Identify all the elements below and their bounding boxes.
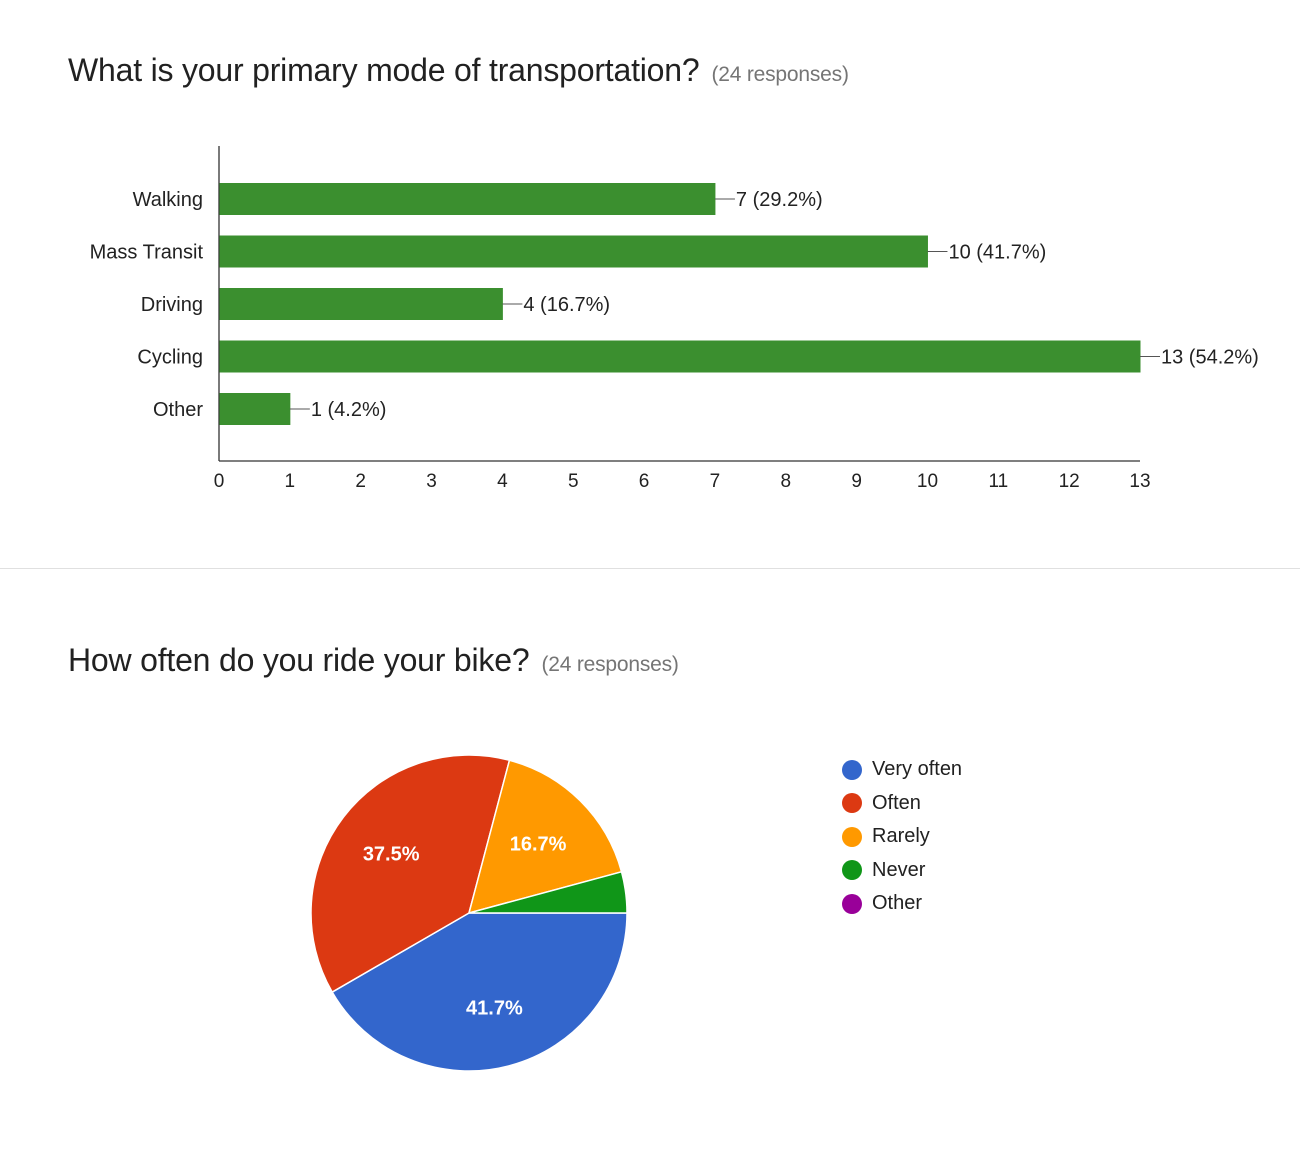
- x-tick-label: 8: [780, 471, 791, 492]
- category-label: Cycling: [137, 347, 203, 369]
- x-tick-label: 6: [639, 471, 650, 492]
- pie-slice-never[interactable]: [468, 870, 628, 914]
- legend-item-never[interactable]: Never: [842, 854, 962, 888]
- x-tick-label: 11: [988, 471, 1008, 492]
- bar-cycling[interactable]: [219, 340, 1141, 373]
- question-card-bike-frequency: How often do you ride your bike? (24 resp…: [0, 569, 1300, 1150]
- pie-chart: 41.7% 37.5% 16.7%: [310, 754, 628, 1072]
- bar-chart: Walking 7 (29.2%) Mass Transit 10 (41.7%) Dr…: [90, 146, 1259, 492]
- legend-label: Very often: [872, 758, 963, 781]
- x-tick-label: 0: [214, 471, 225, 492]
- data-label: 4 (16.7%): [523, 294, 610, 316]
- x-tick-label: 5: [568, 471, 579, 492]
- legend-label: Other: [872, 892, 923, 915]
- x-tick-label: 7: [710, 471, 721, 492]
- question-text: How often do you ride your bike?: [68, 642, 530, 678]
- bar-mass-transit[interactable]: [219, 235, 928, 268]
- bar-other[interactable]: [219, 393, 291, 425]
- category-label: Other: [153, 399, 203, 421]
- category-label: Driving: [141, 294, 203, 316]
- x-tick-label: 1: [285, 471, 296, 492]
- legend-label: Rarely: [872, 825, 930, 848]
- category-label: Mass Transit: [90, 242, 204, 264]
- category-label: Walking: [133, 189, 203, 211]
- bar-driving[interactable]: [219, 288, 503, 320]
- x-tick-label: 4: [497, 471, 508, 492]
- data-label: 7 (29.2%): [736, 189, 823, 211]
- response-count: (24 responses): [711, 63, 849, 86]
- legend-label: Often: [872, 791, 921, 814]
- x-tick-label: 9: [851, 471, 862, 492]
- x-tick-label: 3: [426, 471, 437, 492]
- legend-swatch: [842, 826, 862, 847]
- data-label: 10 (41.7%): [948, 242, 1046, 264]
- legend-label: Never: [872, 858, 926, 881]
- section-divider: [0, 568, 1300, 569]
- slice-label: 16.7%: [510, 834, 567, 856]
- pie-slice-rarely[interactable]: [467, 759, 623, 915]
- question-card-transportation: What is your primary mode of transportat…: [0, 0, 1300, 568]
- x-tick-label: 12: [1059, 471, 1080, 492]
- question-title-bike-frequency: How often do you ride your bike? (24 resp…: [68, 642, 679, 679]
- legend-item-rarely[interactable]: Rarely: [842, 820, 962, 854]
- slice-label: 41.7%: [466, 998, 523, 1020]
- question-title-transportation: What is your primary mode of transportat…: [68, 52, 849, 89]
- legend-item-often[interactable]: Often: [842, 787, 962, 821]
- x-tick-label: 13: [1129, 471, 1150, 492]
- bar-walking[interactable]: [219, 183, 716, 215]
- response-count: (24 responses): [541, 653, 679, 676]
- legend-swatch: [842, 860, 862, 881]
- pie-legend: Very often Often Rarely Never Other: [842, 753, 962, 921]
- x-tick-label: 2: [355, 471, 366, 492]
- legend-swatch: [842, 759, 862, 780]
- pie-slice-often[interactable]: [310, 754, 511, 994]
- slice-label: 37.5%: [363, 843, 420, 865]
- legend-item-other[interactable]: Other: [842, 887, 962, 921]
- x-tick-label: 10: [917, 471, 938, 492]
- legend-swatch: [842, 793, 862, 814]
- data-label: 1 (4.2%): [311, 399, 387, 421]
- pie-slice-very-often[interactable]: [331, 912, 628, 1072]
- legend-item-very-often[interactable]: Very often: [842, 753, 962, 787]
- question-text: What is your primary mode of transportat…: [68, 52, 700, 88]
- data-label: 13 (54.2%): [1161, 347, 1259, 369]
- legend-swatch: [842, 893, 862, 914]
